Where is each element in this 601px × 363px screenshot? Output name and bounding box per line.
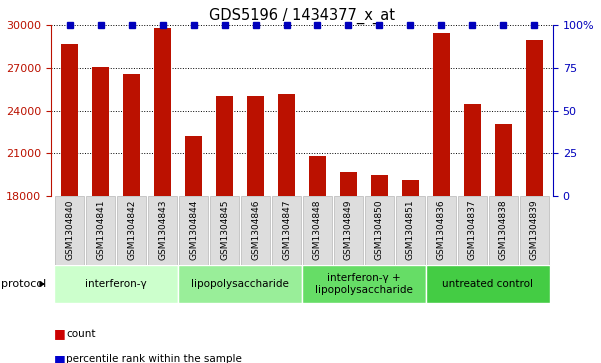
- Text: GSM1304848: GSM1304848: [313, 200, 322, 260]
- Text: GSM1304851: GSM1304851: [406, 200, 415, 260]
- Bar: [464, 103, 481, 196]
- Bar: [216, 96, 233, 196]
- Bar: [365, 196, 394, 265]
- Bar: [433, 33, 450, 196]
- Bar: [178, 265, 302, 303]
- Text: GSM1304842: GSM1304842: [127, 200, 136, 260]
- Bar: [427, 196, 456, 265]
- Bar: [304, 196, 332, 265]
- Text: percentile rank within the sample: percentile rank within the sample: [66, 354, 242, 363]
- Bar: [61, 44, 78, 196]
- Text: GSM1304845: GSM1304845: [220, 200, 229, 260]
- Text: GSM1304849: GSM1304849: [344, 200, 353, 260]
- Bar: [54, 265, 178, 303]
- Bar: [334, 196, 363, 265]
- Bar: [241, 196, 270, 265]
- Text: protocol: protocol: [1, 279, 46, 289]
- Text: ■: ■: [54, 327, 66, 340]
- Text: GSM1304841: GSM1304841: [96, 200, 105, 260]
- Bar: [371, 175, 388, 196]
- Bar: [87, 196, 115, 265]
- Bar: [55, 196, 84, 265]
- Bar: [210, 196, 239, 265]
- Bar: [117, 196, 146, 265]
- Text: GSM1304847: GSM1304847: [282, 200, 291, 260]
- Bar: [495, 123, 512, 196]
- Text: GSM1304850: GSM1304850: [375, 200, 384, 260]
- Bar: [148, 196, 177, 265]
- Text: GSM1304840: GSM1304840: [65, 200, 74, 260]
- Title: GDS5196 / 1434377_x_at: GDS5196 / 1434377_x_at: [209, 8, 395, 24]
- Bar: [123, 74, 140, 196]
- Bar: [309, 156, 326, 196]
- Text: GSM1304836: GSM1304836: [437, 200, 446, 260]
- Bar: [154, 28, 171, 196]
- Bar: [302, 265, 426, 303]
- Text: GSM1304837: GSM1304837: [468, 200, 477, 260]
- Bar: [247, 97, 264, 196]
- Bar: [185, 136, 202, 196]
- Bar: [92, 67, 109, 196]
- Text: GSM1304838: GSM1304838: [499, 200, 508, 260]
- Bar: [278, 94, 295, 196]
- Text: interferon-γ +
lipopolysaccharide: interferon-γ + lipopolysaccharide: [315, 273, 413, 295]
- Text: GSM1304843: GSM1304843: [158, 200, 167, 260]
- Text: count: count: [66, 329, 96, 339]
- Bar: [396, 196, 425, 265]
- Text: GSM1304839: GSM1304839: [530, 200, 539, 260]
- Bar: [458, 196, 487, 265]
- Bar: [426, 265, 550, 303]
- Bar: [272, 196, 300, 265]
- Bar: [340, 172, 357, 196]
- Bar: [402, 180, 419, 196]
- Bar: [489, 196, 517, 265]
- Text: untreated control: untreated control: [442, 279, 533, 289]
- Text: GSM1304844: GSM1304844: [189, 200, 198, 260]
- Text: lipopolysaccharide: lipopolysaccharide: [191, 279, 289, 289]
- Text: interferon-γ: interferon-γ: [85, 279, 147, 289]
- Bar: [520, 196, 549, 265]
- Bar: [179, 196, 208, 265]
- Text: GSM1304846: GSM1304846: [251, 200, 260, 260]
- Bar: [526, 40, 543, 196]
- Text: ■: ■: [54, 353, 66, 363]
